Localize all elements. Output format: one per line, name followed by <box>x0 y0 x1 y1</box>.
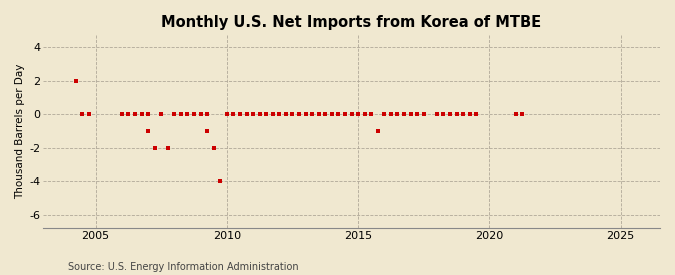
Point <box>241 112 252 116</box>
Point <box>169 112 180 116</box>
Point <box>340 112 350 116</box>
Point <box>405 112 416 116</box>
Point <box>163 145 173 150</box>
Point <box>182 112 193 116</box>
Point <box>510 112 521 116</box>
Point <box>438 112 449 116</box>
Point <box>320 112 331 116</box>
Point <box>281 112 292 116</box>
Point <box>195 112 206 116</box>
Point <box>130 112 140 116</box>
Point <box>392 112 403 116</box>
Point <box>267 112 278 116</box>
Point <box>353 112 364 116</box>
Point <box>274 112 285 116</box>
Point <box>458 112 468 116</box>
Point <box>346 112 357 116</box>
Point <box>359 112 370 116</box>
Point <box>209 145 219 150</box>
Point <box>517 112 528 116</box>
Point <box>176 112 186 116</box>
Point <box>300 112 311 116</box>
Point <box>248 112 259 116</box>
Point <box>156 112 167 116</box>
Point <box>313 112 324 116</box>
Point <box>228 112 239 116</box>
Point <box>149 145 160 150</box>
Point <box>215 179 225 183</box>
Point <box>327 112 338 116</box>
Point <box>366 112 377 116</box>
Point <box>431 112 442 116</box>
Text: Source: U.S. Energy Information Administration: Source: U.S. Energy Information Administ… <box>68 262 298 272</box>
Point <box>188 112 199 116</box>
Point <box>385 112 396 116</box>
Point <box>70 79 81 83</box>
Point <box>84 112 95 116</box>
Point <box>123 112 134 116</box>
Point <box>306 112 317 116</box>
Point <box>234 112 245 116</box>
Point <box>116 112 127 116</box>
Point <box>202 112 213 116</box>
Point <box>418 112 429 116</box>
Point <box>202 129 213 133</box>
Point <box>373 129 383 133</box>
Point <box>287 112 298 116</box>
Point <box>399 112 410 116</box>
Point <box>412 112 423 116</box>
Point <box>451 112 462 116</box>
Point <box>294 112 304 116</box>
Point <box>464 112 475 116</box>
Point <box>221 112 232 116</box>
Point <box>136 112 147 116</box>
Y-axis label: Thousand Barrels per Day: Thousand Barrels per Day <box>15 63 25 199</box>
Point <box>261 112 271 116</box>
Point <box>142 129 153 133</box>
Point <box>445 112 456 116</box>
Point <box>77 112 88 116</box>
Point <box>333 112 344 116</box>
Point <box>379 112 389 116</box>
Point <box>254 112 265 116</box>
Point <box>471 112 482 116</box>
Point <box>142 112 153 116</box>
Title: Monthly U.S. Net Imports from Korea of MTBE: Monthly U.S. Net Imports from Korea of M… <box>161 15 541 30</box>
